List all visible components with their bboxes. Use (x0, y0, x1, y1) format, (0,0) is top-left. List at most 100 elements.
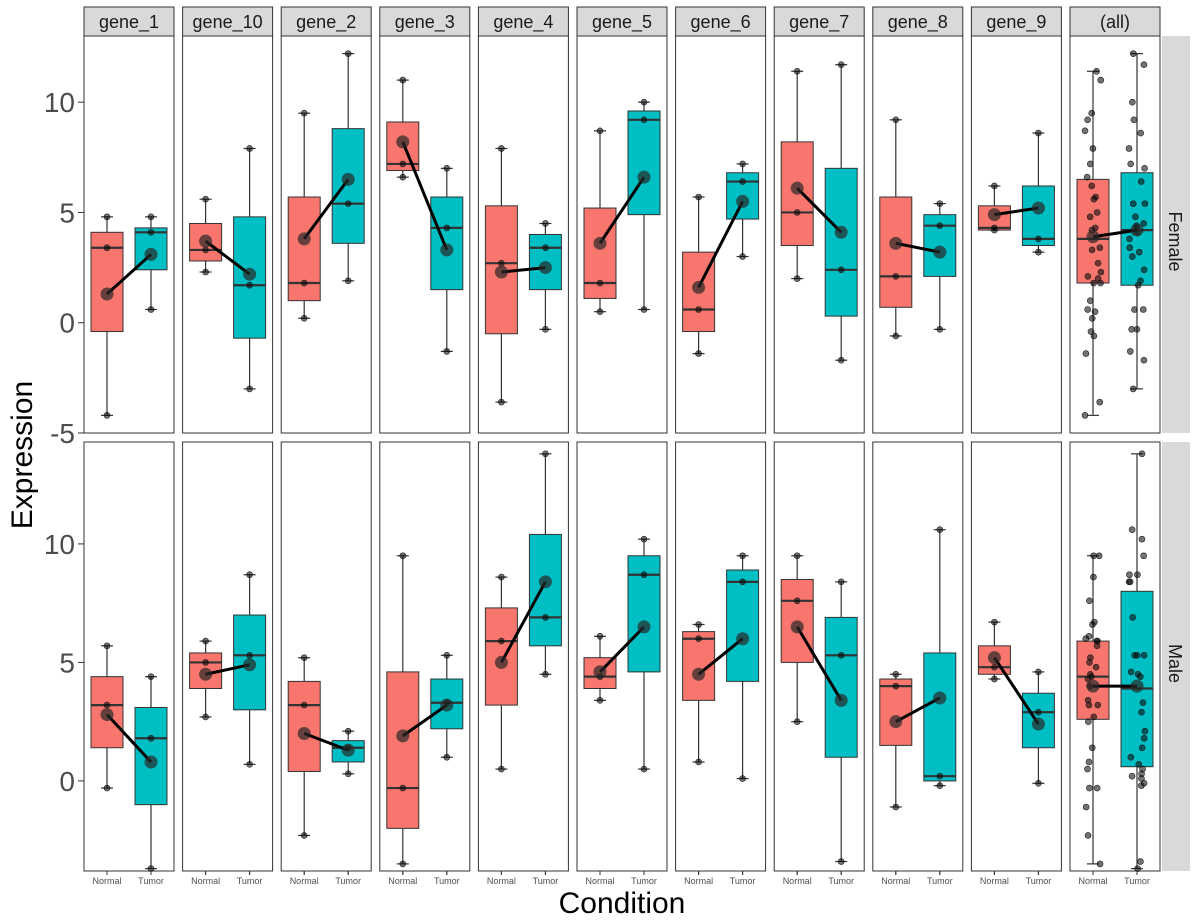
data-point (1126, 571, 1133, 579)
data-point (103, 213, 111, 221)
mean-marker (440, 698, 454, 712)
data-point (1128, 526, 1136, 533)
mean-marker (297, 727, 311, 741)
data-point (147, 734, 155, 742)
mean-marker (538, 261, 552, 275)
data-point (1097, 76, 1105, 84)
mean-marker (1130, 223, 1144, 237)
data-point (1140, 734, 1148, 742)
data-point (1129, 253, 1136, 260)
data-point (147, 213, 155, 221)
panel-1-10 (1069, 441, 1161, 872)
data-point (1139, 765, 1146, 773)
data-point (1084, 832, 1092, 839)
data-point (695, 621, 702, 628)
data-point (1129, 385, 1137, 393)
data-point (1141, 727, 1149, 735)
mean-line (500, 581, 547, 664)
strip-label-6: gene_6 (691, 12, 751, 33)
data-point (399, 76, 407, 84)
data-point (1090, 713, 1098, 721)
data-point (202, 713, 209, 721)
mean-line (598, 625, 646, 673)
data-point (1092, 224, 1099, 232)
data-point (892, 116, 900, 124)
data-point (1092, 193, 1099, 201)
data-point (1130, 50, 1137, 57)
data-point (1138, 535, 1146, 543)
data-point (1139, 306, 1147, 313)
mean-line (598, 176, 646, 245)
data-point (202, 659, 209, 666)
data-point (202, 637, 209, 645)
strip-label-5: gene_5 (592, 12, 652, 33)
data-point (542, 244, 549, 252)
data-point (936, 526, 944, 533)
data-point (1093, 784, 1101, 792)
strip-5 (576, 6, 668, 37)
xtick-label: Tumor (730, 876, 756, 886)
data-point (793, 67, 801, 75)
data-point (793, 209, 801, 216)
strip-1 (182, 6, 274, 37)
data-point (443, 165, 451, 172)
panel-0-5 (576, 35, 668, 434)
box-tumor (923, 652, 957, 782)
y-axis-title: Expression (6, 381, 39, 529)
data-point (793, 718, 801, 725)
strip-label-9: gene_9 (986, 12, 1046, 33)
data-point (246, 761, 253, 768)
data-point (892, 682, 900, 690)
data-point (103, 701, 111, 709)
xtick-label: Normal (783, 876, 812, 886)
mean-marker (243, 658, 257, 672)
mean-marker (593, 665, 607, 679)
data-point (1140, 220, 1147, 227)
xtick-label: Tumor (828, 876, 854, 886)
data-point (936, 782, 944, 789)
data-point (837, 652, 845, 659)
data-point (1089, 145, 1097, 152)
mean-marker (243, 267, 257, 281)
data-point (147, 865, 155, 872)
panel-frame (675, 35, 767, 434)
panel-0-7 (773, 35, 865, 434)
panel-1-3 (379, 441, 471, 872)
data-point (399, 552, 407, 560)
data-point (1132, 213, 1139, 221)
panel-1-8 (872, 441, 964, 872)
strip-label-3: gene_3 (395, 12, 455, 33)
data-point (1087, 654, 1094, 661)
strip-label-2: gene_2 (296, 12, 356, 33)
data-point (640, 306, 648, 313)
mean-line (303, 732, 349, 752)
box-tumor (233, 614, 267, 711)
data-point (103, 244, 111, 252)
ytick-label-0-2: 5 (59, 197, 75, 228)
mean-marker (297, 232, 311, 246)
data-point (739, 552, 746, 560)
data-point (1094, 701, 1102, 709)
data-point (1088, 315, 1096, 322)
data-point (1128, 772, 1136, 780)
data-point (300, 832, 308, 839)
panel-frame (280, 441, 372, 872)
data-point (1135, 761, 1143, 768)
panel-1-7 (773, 441, 865, 872)
data-point (936, 222, 944, 229)
mean-marker (538, 575, 552, 589)
mean-marker (341, 172, 355, 186)
panel-0-2 (280, 35, 372, 434)
data-point (1086, 597, 1093, 605)
box-tumor (1120, 590, 1154, 768)
data-point (991, 618, 998, 626)
xtick-label: Normal (487, 876, 516, 886)
strip-label-7: gene_7 (789, 12, 849, 33)
data-point (1096, 244, 1104, 252)
xtick-label: Tumor (237, 876, 263, 886)
box-normal (879, 678, 913, 746)
data-point (837, 356, 845, 364)
data-point (300, 654, 308, 661)
mean-marker (736, 632, 750, 646)
data-point (991, 663, 998, 671)
